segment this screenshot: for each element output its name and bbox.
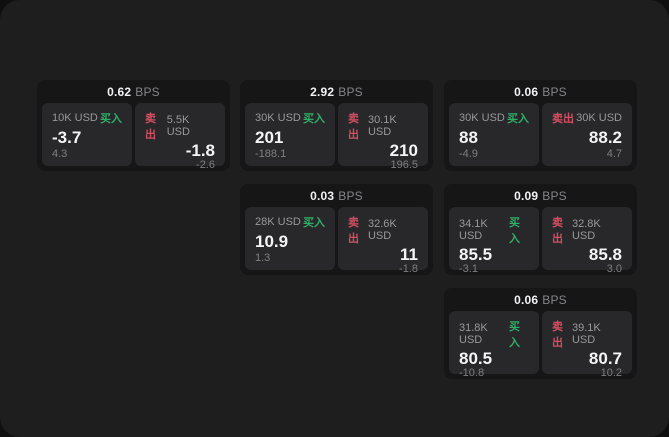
- buy-panel[interactable]: 28K USD 买入 10.9 1.3: [245, 207, 335, 270]
- sell-price: 80.7: [588, 349, 622, 368]
- buy-price: 10.9: [255, 231, 289, 251]
- bps-value: 0.06: [514, 292, 539, 307]
- buy-label: 买入: [509, 217, 521, 245]
- buy-delta: -188.1: [255, 148, 287, 160]
- quote-card: 0.03 BPS 28K USD 买入 10.9 1.3 卖出 32.6K US…: [240, 184, 433, 275]
- buy-price: 201: [255, 127, 284, 147]
- buy-delta: -3.1: [459, 263, 478, 275]
- bps-value: 0.06: [514, 84, 539, 99]
- sell-price: 85.8: [588, 245, 622, 264]
- sell-delta: 4.7: [606, 148, 622, 160]
- buy-amount: 30K USD: [459, 112, 505, 124]
- sell-panel[interactable]: 卖出 30K USD 88.2 4.7: [542, 103, 632, 166]
- buy-label: 买入: [509, 321, 521, 349]
- buy-panel[interactable]: 10K USD 买入 -3.7 4.3: [42, 103, 132, 166]
- bps-value: 0.03: [310, 188, 335, 203]
- sell-label: 卖出: [552, 217, 563, 245]
- sell-label: 卖出: [348, 217, 359, 245]
- sell-amount: 30K USD: [576, 112, 622, 124]
- sell-price: -1.8: [185, 141, 215, 160]
- sell-amount: 39.1K USD: [571, 322, 601, 346]
- sell-delta: 196.5: [390, 159, 418, 171]
- bps-unit-label: BPS: [338, 188, 363, 203]
- bps-value: 0.62: [107, 84, 132, 99]
- bps-unit-label: BPS: [338, 84, 363, 99]
- quote-card: 0.09 BPS 34.1K USD 买入 85.5 -3.1 卖出 32.8K…: [444, 184, 637, 275]
- bps-unit-label: BPS: [542, 292, 567, 307]
- sell-delta: -1.8: [399, 263, 418, 275]
- sell-delta: -2.6: [196, 159, 215, 171]
- sell-label: 卖出: [145, 113, 156, 141]
- buy-amount: 10K USD: [52, 112, 98, 124]
- sell-panel[interactable]: 卖出 39.1K USD 80.7 10.2: [542, 311, 632, 379]
- buy-label: 买入: [303, 217, 325, 229]
- buy-label: 买入: [507, 113, 529, 125]
- sell-label: 卖出: [552, 321, 563, 349]
- sell-label: 卖出: [552, 113, 574, 125]
- buy-label: 买入: [100, 113, 122, 125]
- sell-delta: 3.0: [606, 263, 622, 275]
- bps-header: 2.92 BPS: [240, 80, 433, 103]
- sell-amount: 32.8K USD: [571, 218, 601, 242]
- bps-unit-label: BPS: [542, 84, 567, 99]
- bps-value: 2.92: [310, 84, 335, 99]
- buy-price: 80.5: [459, 349, 493, 368]
- buy-price: -3.7: [52, 127, 82, 147]
- sell-amount: 30.1K USD: [367, 114, 397, 138]
- buy-delta: -4.9: [459, 148, 478, 160]
- buy-amount: 31.8K USD: [459, 322, 488, 346]
- bps-value: 0.09: [514, 188, 539, 203]
- sell-price: 210: [389, 141, 418, 160]
- sell-price: 88.2: [588, 127, 622, 147]
- buy-price: 88: [459, 127, 478, 147]
- sell-panel[interactable]: 卖出 30.1K USD 210 196.5: [338, 103, 428, 171]
- buy-amount: 30K USD: [255, 112, 301, 124]
- buy-panel[interactable]: 30K USD 买入 201 -188.1: [245, 103, 335, 166]
- sell-amount: 5.5K USD: [166, 114, 190, 138]
- quote-card: 0.06 BPS 31.8K USD 买入 80.5 -10.8 卖出 39.1…: [444, 288, 637, 379]
- buy-amount: 28K USD: [255, 216, 301, 228]
- sell-delta: 10.2: [600, 367, 622, 379]
- bps-header: 0.06 BPS: [444, 80, 637, 103]
- quote-card: 0.62 BPS 10K USD 买入 -3.7 4.3 卖出 5.5K USD…: [37, 80, 230, 171]
- sell-panel[interactable]: 卖出 5.5K USD -1.8 -2.6: [135, 103, 225, 171]
- bps-header: 0.62 BPS: [37, 80, 230, 103]
- buy-delta: 1.3: [255, 252, 271, 264]
- buy-price: 85.5: [459, 245, 493, 264]
- quote-card: 0.06 BPS 30K USD 买入 88 -4.9 卖出 30K USD 8…: [444, 80, 637, 171]
- sell-panel[interactable]: 卖出 32.6K USD 11 -1.8: [338, 207, 428, 275]
- bps-header: 0.09 BPS: [444, 184, 637, 207]
- bps-header: 0.03 BPS: [240, 184, 433, 207]
- buy-panel[interactable]: 30K USD 买入 88 -4.9: [449, 103, 539, 166]
- buy-delta: -10.8: [459, 367, 485, 379]
- bps-unit-label: BPS: [135, 84, 160, 99]
- bps-header: 0.06 BPS: [444, 288, 637, 311]
- buy-amount: 34.1K USD: [459, 218, 488, 242]
- buy-delta: 4.3: [52, 148, 68, 160]
- sell-panel[interactable]: 卖出 32.8K USD 85.8 3.0: [542, 207, 632, 275]
- buy-panel[interactable]: 34.1K USD 买入 85.5 -3.1: [449, 207, 539, 275]
- sell-label: 卖出: [348, 113, 359, 141]
- buy-label: 买入: [303, 113, 325, 125]
- buy-panel[interactable]: 31.8K USD 买入 80.5 -10.8: [449, 311, 539, 379]
- bps-unit-label: BPS: [542, 188, 567, 203]
- sell-amount: 32.6K USD: [367, 218, 397, 242]
- quote-card: 2.92 BPS 30K USD 买入 201 -188.1 卖出 30.1K …: [240, 80, 433, 171]
- sell-price: 11: [400, 245, 418, 264]
